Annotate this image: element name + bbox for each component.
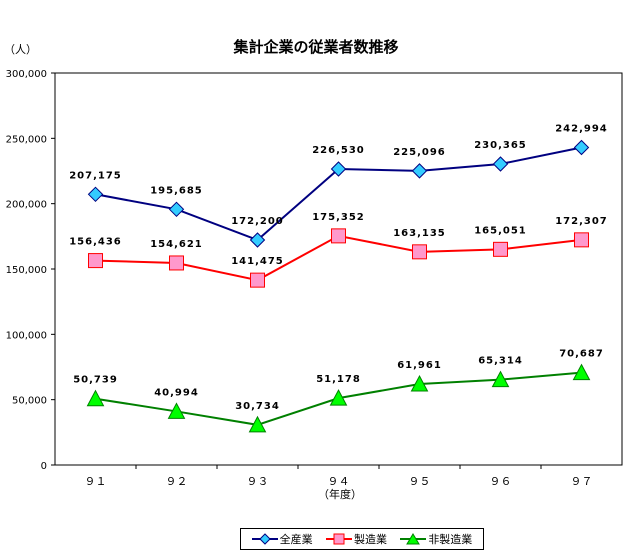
square-marker-icon	[325, 533, 352, 545]
data-point	[330, 161, 347, 177]
data-point	[168, 201, 185, 218]
data-point	[88, 253, 103, 269]
series-layer: 207,175 195,685 172,200 226,530 225,096 230,3…	[69, 123, 608, 433]
diamond-marker-icon	[251, 533, 278, 545]
x-tick-label: ９６	[490, 475, 512, 488]
data-point	[492, 156, 509, 172]
y-tick-label: 250,000	[6, 134, 47, 145]
data-label: 172,200	[231, 216, 284, 227]
x-tick-label: ９１	[85, 475, 107, 488]
data-point	[86, 389, 105, 407]
y-tick-label: 300,000	[6, 69, 47, 80]
data-label: 154,621	[150, 239, 203, 250]
y-unit-label: （人）	[4, 43, 37, 56]
data-label: 207,175	[69, 170, 122, 181]
data-label: 175,352	[312, 212, 365, 223]
x-tick-label: ９７	[571, 475, 593, 488]
data-point	[574, 232, 589, 248]
legend-item-non-manufacturing: 非製造業	[400, 531, 472, 547]
data-point	[412, 244, 427, 260]
data-point	[493, 241, 508, 257]
data-point	[411, 163, 428, 179]
data-point	[250, 272, 265, 288]
legend-label-all-industries: 全産業	[279, 533, 313, 546]
data-label: 226,530	[312, 145, 365, 156]
data-label: 61,961	[397, 360, 442, 371]
data-point	[248, 415, 267, 433]
data-label: 65,314	[478, 356, 523, 367]
data-point	[410, 374, 429, 392]
y-tick-label: 150,000	[6, 265, 47, 276]
legend-label-manufacturing: 製造業	[353, 533, 387, 546]
legend-item-manufacturing: 製造業	[325, 531, 387, 547]
x-tick-label: ９２	[166, 475, 188, 488]
data-label: 40,994	[154, 387, 199, 398]
data-point	[331, 228, 346, 244]
data-label: 156,436	[69, 237, 122, 248]
legend: 全産業 製造業 非製造業	[240, 528, 484, 550]
data-label: 30,734	[235, 401, 280, 412]
data-point	[169, 255, 184, 271]
data-label: 242,994	[555, 123, 608, 134]
data-point	[87, 186, 104, 202]
x-tick-label: ９４	[328, 475, 350, 488]
data-point	[249, 232, 266, 248]
axes: 0 50,000 100,000 150,000 200,000 250,000 300,0…	[6, 69, 623, 488]
data-label: 50,739	[73, 375, 118, 386]
legend-label-non-manufacturing: 非製造業	[428, 533, 473, 546]
data-label: 230,365	[474, 140, 527, 151]
data-point	[329, 389, 348, 406]
y-tick-label: 200,000	[6, 200, 47, 211]
series-square: 156,436 154,621 141,475 175,352 163,135 165,0…	[69, 212, 608, 288]
data-label: 165,051	[474, 225, 527, 236]
triangle-marker-icon	[400, 533, 427, 545]
y-tick-label: 0	[41, 461, 47, 472]
data-point	[572, 363, 591, 381]
legend-item-all-industries: 全産業	[251, 531, 313, 547]
chart-title: 集計企業の従業者数推移	[232, 38, 398, 56]
y-tick-label: 100,000	[6, 330, 47, 341]
data-label: 172,307	[555, 216, 608, 227]
x-tick-label: ９５	[409, 475, 431, 488]
x-axis-label: （年度）	[318, 487, 362, 501]
series-triangle: 50,739 40,994 30,734 51,178 61,961 65,314 70,6…	[73, 349, 604, 433]
data-label: 70,687	[559, 349, 604, 360]
series-diamond: 207,175 195,685 172,200 226,530 225,096 230,3…	[69, 123, 608, 248]
data-label: 195,685	[150, 185, 203, 196]
data-label: 163,135	[393, 228, 446, 239]
x-tick-label: ９３	[247, 475, 269, 488]
data-label: 141,475	[231, 256, 284, 267]
y-tick-label: 50,000	[12, 396, 47, 407]
data-label: 225,096	[393, 147, 446, 158]
data-point	[491, 370, 510, 388]
data-label: 51,178	[316, 374, 361, 385]
data-point	[573, 139, 590, 156]
data-point	[167, 402, 186, 419]
